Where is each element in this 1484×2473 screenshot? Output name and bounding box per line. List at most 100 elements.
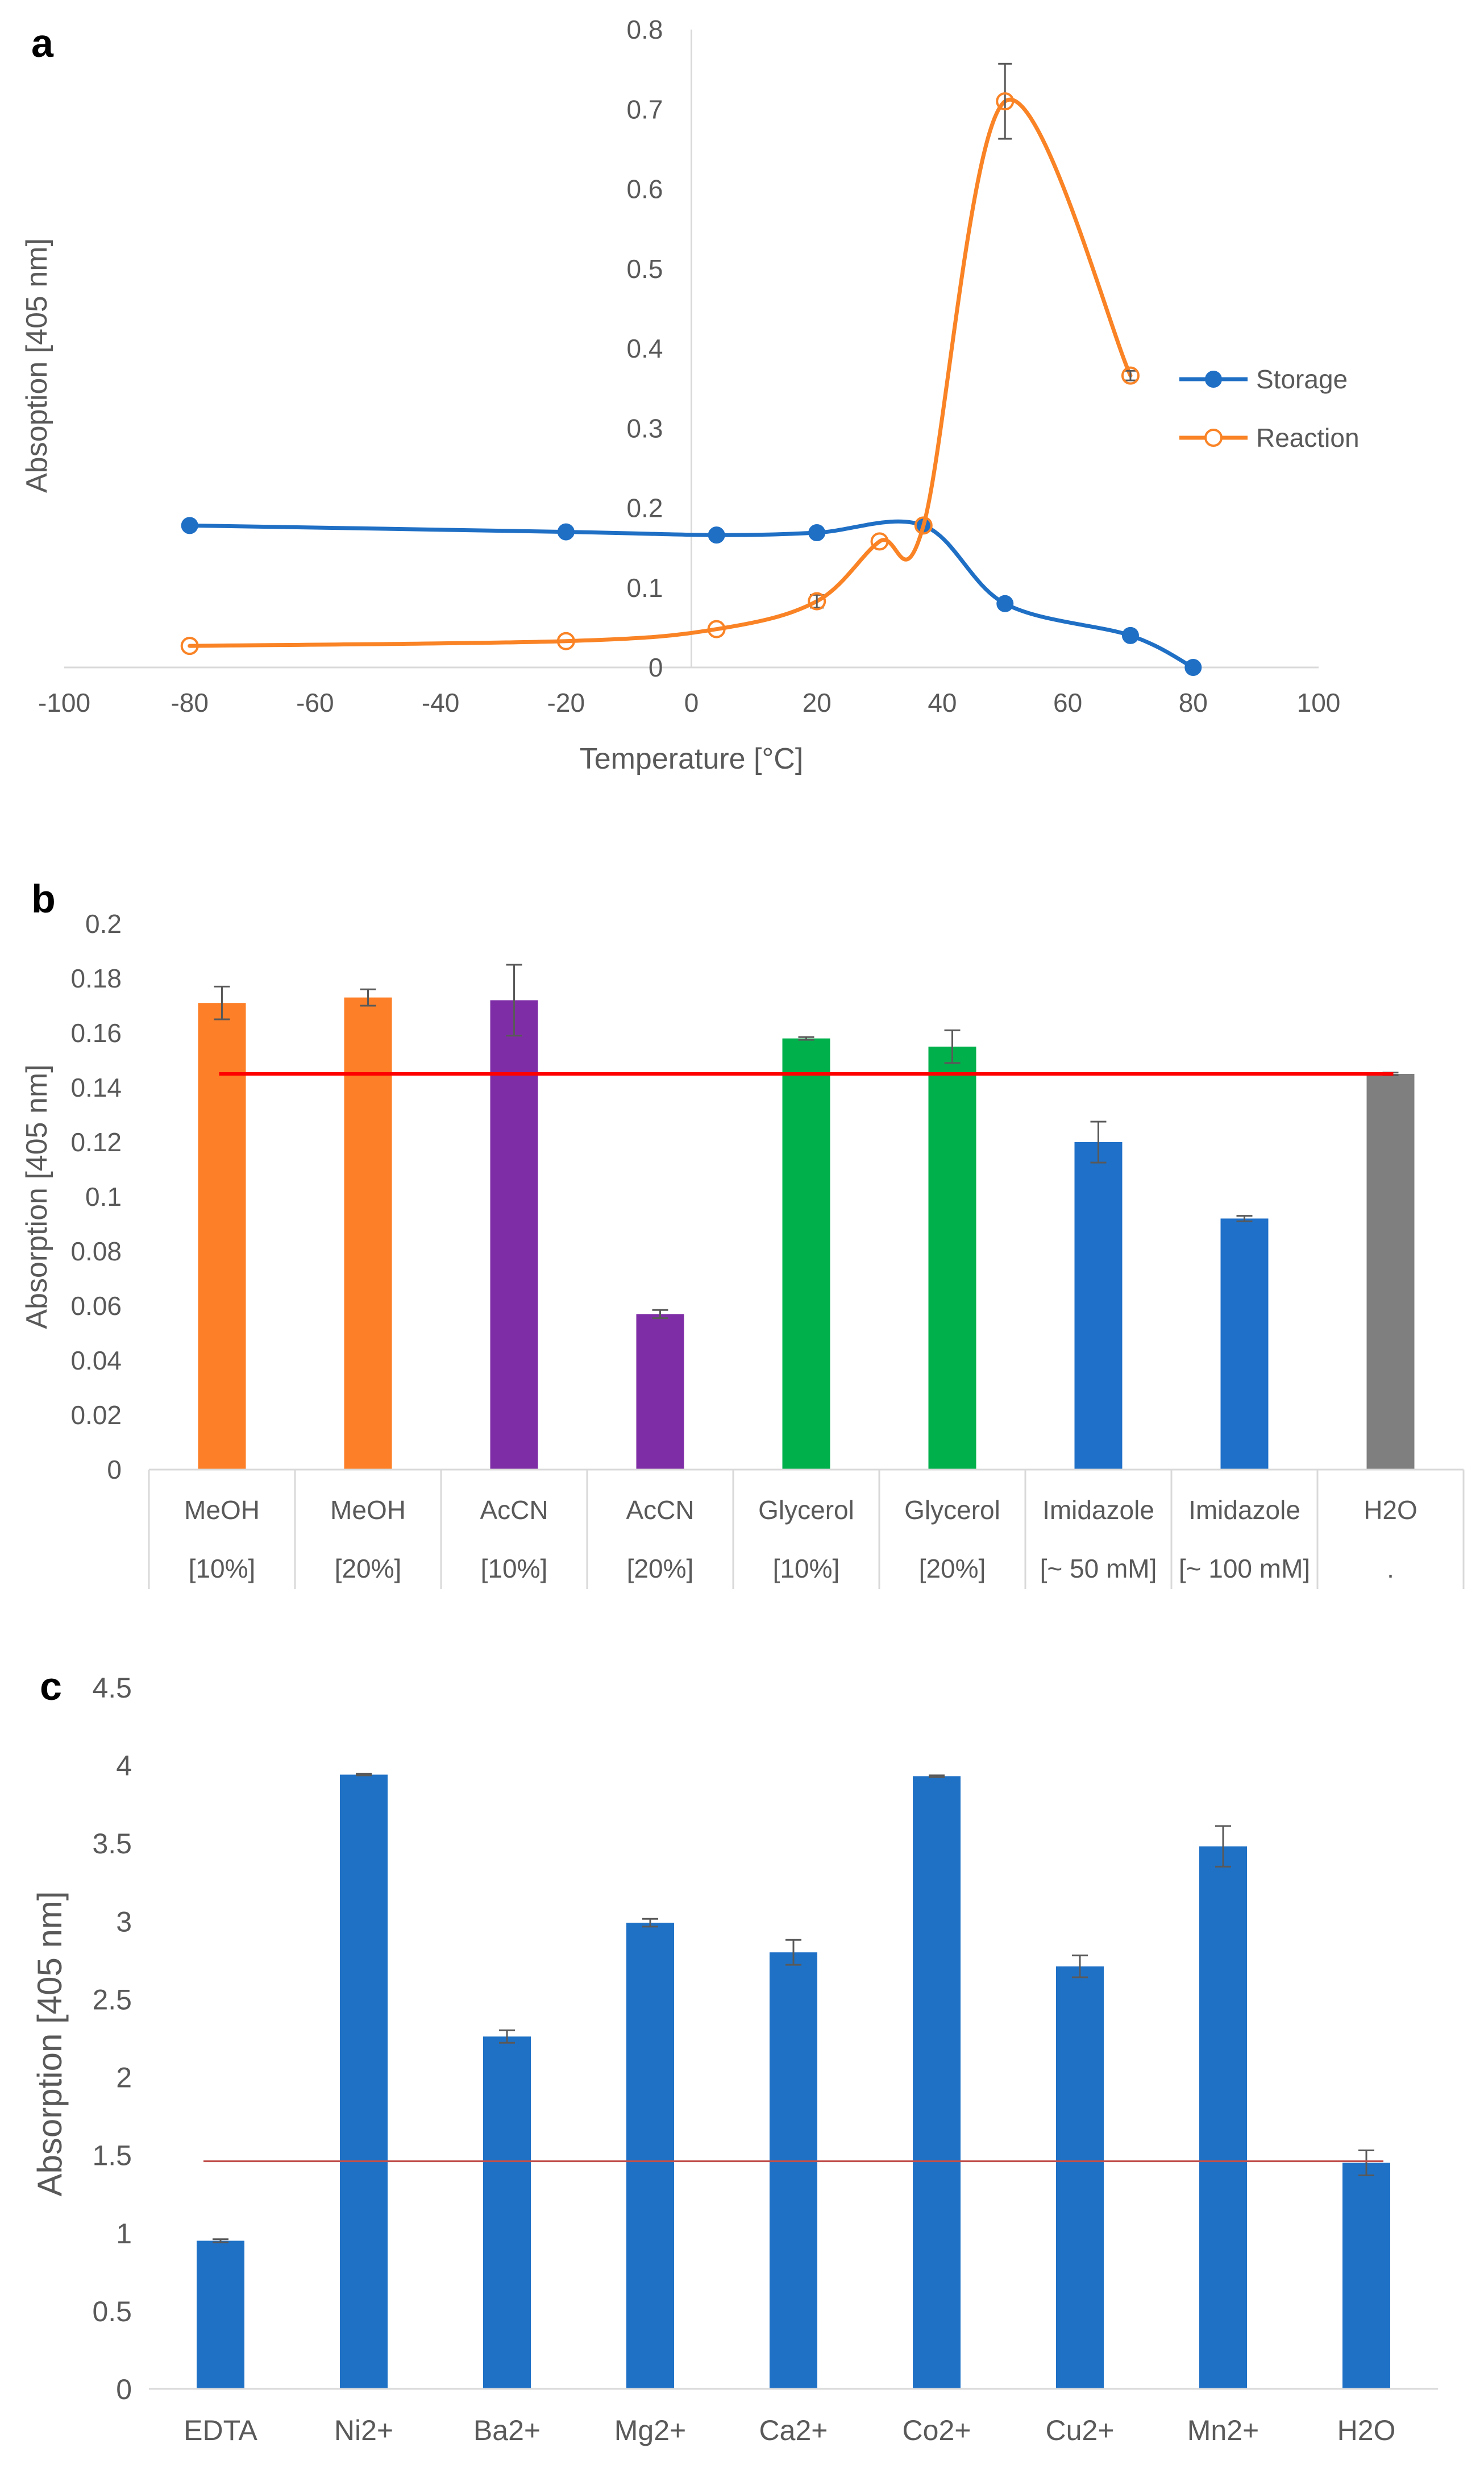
- data-point: [180, 637, 199, 655]
- category-label: Mg2+: [614, 2414, 686, 2446]
- y-tick-label: 0.7: [627, 94, 663, 124]
- data-point: [707, 620, 726, 638]
- bar: [626, 1923, 674, 2389]
- y-tick-label: 0.6: [627, 175, 663, 204]
- error-bar: [798, 1036, 814, 1041]
- y-tick-label: 0.5: [627, 254, 663, 284]
- data-point: [1121, 366, 1140, 385]
- x-tick-label: -60: [296, 688, 334, 717]
- data-point: [556, 632, 575, 650]
- y-tick-label: 1: [116, 2218, 132, 2250]
- y-tick-label: 0.06: [70, 1291, 122, 1321]
- bar: [344, 997, 392, 1470]
- bar: [1220, 1218, 1269, 1470]
- series-storage: [181, 517, 1202, 676]
- data-point: [870, 532, 889, 551]
- y-tick-label: 0.8: [627, 15, 663, 44]
- legend-marker-reaction: [1204, 429, 1223, 447]
- data-point: [808, 592, 826, 611]
- data-point: [1121, 626, 1139, 644]
- y-tick-label: 0.1: [627, 573, 663, 603]
- category-label: Ba2+: [473, 2414, 541, 2446]
- bar: [770, 1952, 817, 2389]
- x-tick-label: -80: [171, 688, 208, 717]
- category-sublabel: [20%]: [335, 1554, 402, 1583]
- category-label: Glycerol: [904, 1495, 1000, 1525]
- x-tick-label: 20: [803, 688, 832, 717]
- category-sublabel: [10%]: [189, 1554, 256, 1583]
- category-label: H2O: [1337, 2414, 1396, 2446]
- category-label: H2O: [1364, 1495, 1418, 1525]
- category-label: AcCN: [480, 1495, 548, 1525]
- x-tick-label: -20: [547, 688, 585, 717]
- y-tick-label: 0.12: [70, 1127, 122, 1157]
- category-sublabel: [~ 100 mM]: [1179, 1554, 1310, 1583]
- bar: [1342, 2163, 1390, 2389]
- x-tick-label: 100: [1297, 688, 1341, 717]
- y-axis-title: Absorption [405 nm]: [31, 1891, 69, 2197]
- y-tick-label: 2.5: [92, 1984, 132, 2015]
- bar: [782, 1038, 830, 1470]
- data-point: [996, 595, 1014, 612]
- data-point: [708, 526, 725, 544]
- category-label: Imidazole: [1188, 1495, 1300, 1525]
- category-sublabel: .: [1387, 1554, 1394, 1583]
- y-tick-label: 0.3: [627, 413, 663, 443]
- x-tick-label: 80: [1179, 688, 1208, 717]
- bar: [1074, 1142, 1123, 1470]
- y-tick-label: 0.5: [92, 2296, 132, 2327]
- bar: [1199, 1846, 1247, 2389]
- y-tick-label: 2: [116, 2062, 132, 2094]
- category-sublabel: [10%]: [773, 1554, 840, 1583]
- bar: [1056, 1966, 1104, 2389]
- y-axis-title: Absorption [405 nm]: [20, 1064, 53, 1329]
- y-tick-label: 0.4: [627, 334, 663, 363]
- series-reaction: [180, 63, 1140, 655]
- y-tick-label: 0: [649, 653, 663, 682]
- x-tick-label: -40: [422, 688, 459, 717]
- legend: Storage Reaction: [1179, 364, 1360, 453]
- error-bar: [929, 1774, 945, 1778]
- legend-label-storage: Storage: [1256, 364, 1348, 394]
- bar: [490, 1000, 538, 1470]
- data-point: [181, 517, 198, 534]
- error-bar: [360, 988, 376, 1007]
- category-sublabel: [20%]: [627, 1554, 694, 1583]
- bar: [913, 1776, 961, 2389]
- category-label: Imidazole: [1042, 1495, 1154, 1525]
- data-point: [914, 516, 933, 535]
- error-bar: [1236, 1215, 1253, 1222]
- y-tick-label: 0.02: [70, 1400, 122, 1430]
- x-tick-label: 0: [684, 688, 699, 717]
- y-tick-label: 0.04: [70, 1346, 122, 1375]
- y-tick-label: 0.14: [70, 1073, 122, 1102]
- bar: [928, 1047, 976, 1470]
- x-tick-label: 60: [1053, 688, 1082, 717]
- y-tick-label: 3.5: [92, 1828, 132, 1860]
- panel-b-solvent-bar-chart: b 0 0.02 0.04 0.06 0.08 0.1 0.12 0.14 0.16 0.18 0.2…: [20, 877, 1465, 1589]
- data-point: [557, 523, 575, 541]
- y-tick-label: 0.1: [85, 1182, 122, 1211]
- category-sublabel: [20%]: [919, 1554, 986, 1583]
- error-bar: [642, 1918, 658, 1928]
- bar: [197, 2240, 244, 2389]
- y-tick-label: 0.08: [70, 1236, 122, 1266]
- panel-c-metal-ion-bar-chart: c 0 0.5 1 1.5 2 2.5 3 3.5 4 4.5 Absorption [405 nm]…: [31, 1664, 1438, 2446]
- y-tick-label: 0: [107, 1455, 122, 1484]
- y-tick-label: 0.2: [85, 909, 122, 939]
- y-tick-label: 0.2: [627, 493, 663, 523]
- x-tick-label: -100: [38, 688, 90, 717]
- error-bar: [499, 2029, 515, 2044]
- category-label: Ca2+: [759, 2414, 828, 2446]
- error-bar: [506, 964, 522, 1037]
- y-tick-label: 0: [116, 2374, 132, 2405]
- data-point: [808, 524, 826, 541]
- error-bar: [214, 985, 230, 1020]
- y-tick-label: 3: [116, 1906, 132, 1937]
- y-axis-title: Absoption [405 nm]: [20, 238, 53, 493]
- category-sublabel: [~ 50 mM]: [1040, 1554, 1157, 1583]
- legend-marker-storage: [1205, 371, 1222, 388]
- y-tick-label: 0.16: [70, 1018, 122, 1048]
- category-label: MeOH: [330, 1495, 406, 1525]
